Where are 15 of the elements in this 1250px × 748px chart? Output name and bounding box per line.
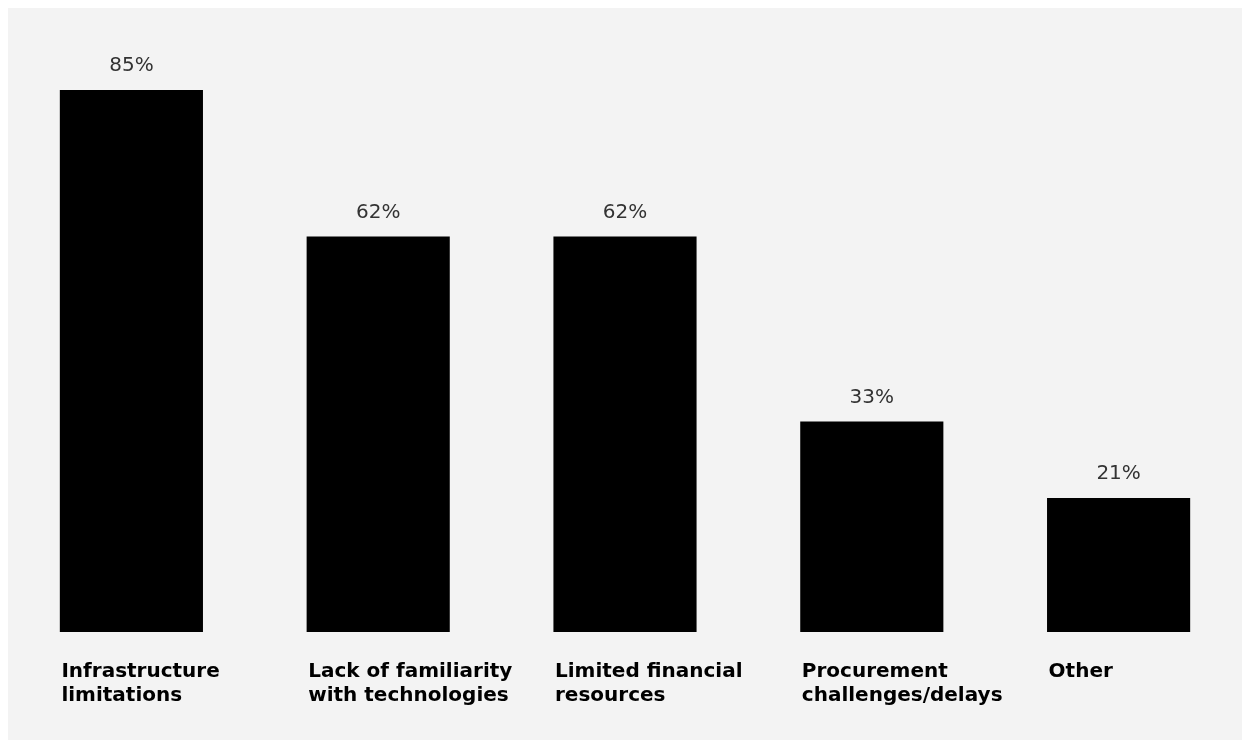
data-label: 85% [109,52,154,77]
data-label: 62% [602,198,648,223]
bar [59,89,203,632]
x-tick-label: Lack of familiarity with technologies [308,658,513,707]
x-tick-label: Other [1048,658,1113,683]
bar [1047,498,1191,632]
bar [800,421,944,632]
bar [553,236,697,632]
data-label: 33% [849,383,895,408]
bar [306,236,450,632]
x-tick-label: Infrastructure limitations [61,658,220,707]
data-label: 62% [355,198,401,223]
x-tick-label: Limited financial resources [555,658,743,707]
x-tick-label: Procurement challenges/delays [801,658,1003,707]
data-label: 21% [1096,460,1141,485]
